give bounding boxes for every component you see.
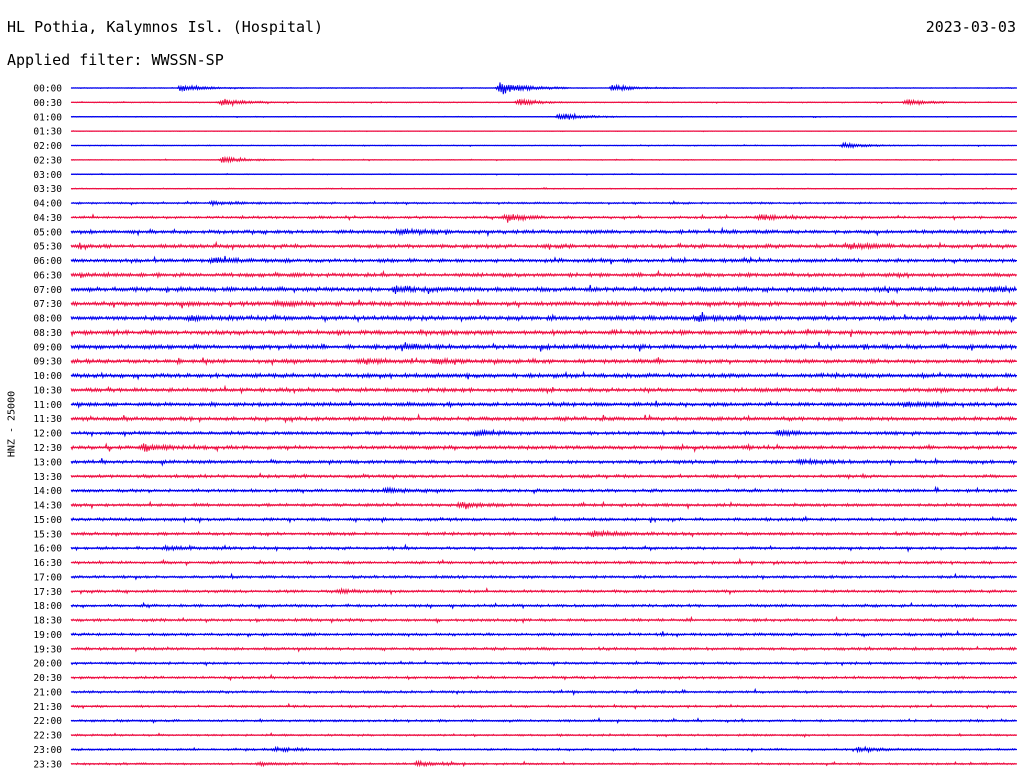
time-label: 19:00 — [33, 630, 62, 641]
time-label: 06:30 — [33, 270, 62, 281]
record-date: 2023-03-03 — [925, 18, 1016, 36]
time-label: 08:00 — [33, 314, 62, 325]
station-title: HL Pothia, Kalymnos Isl. (Hospital) — [7, 18, 324, 36]
time-label: 02:00 — [33, 141, 62, 152]
time-label: 21:30 — [33, 702, 62, 713]
time-label: 09:00 — [33, 342, 62, 353]
time-label-group: 00:00 00:30 01:00 01:30 02:00 02:30 03:00 03:30… — [33, 84, 62, 771]
time-label: 20:30 — [33, 673, 62, 684]
time-label: 07:30 — [33, 299, 62, 310]
time-label: 17:30 — [33, 587, 62, 598]
time-label: 16:30 — [33, 558, 62, 569]
trace-line — [70, 312, 1017, 324]
time-label: 09:30 — [33, 357, 62, 368]
time-label: 22:30 — [33, 731, 62, 742]
time-label: 13:30 — [33, 472, 62, 483]
time-label: 03:30 — [33, 184, 62, 195]
time-label: 04:30 — [33, 213, 62, 224]
time-label: 21:00 — [33, 687, 62, 698]
time-label: 14:30 — [33, 501, 62, 512]
time-label: 06:00 — [33, 256, 62, 267]
time-label: 00:30 — [33, 98, 62, 109]
time-label: 18:30 — [33, 616, 62, 627]
time-label: 02:30 — [33, 155, 62, 166]
time-label: 19:30 — [33, 644, 62, 655]
time-label: 17:00 — [33, 572, 62, 583]
trace-line — [70, 500, 1017, 510]
time-label: 01:30 — [33, 127, 62, 138]
time-label: 10:00 — [33, 371, 62, 382]
time-label: 08:30 — [33, 328, 62, 339]
time-label: 03:00 — [33, 170, 62, 181]
time-label: 10:30 — [33, 385, 62, 396]
time-label: 15:30 — [33, 529, 62, 540]
time-label: 07:00 — [33, 285, 62, 296]
time-label: 05:30 — [33, 242, 62, 253]
time-label: 14:00 — [33, 486, 62, 497]
trace-group — [70, 82, 1017, 768]
time-label: 05:00 — [33, 227, 62, 238]
time-label: 13:00 — [33, 457, 62, 468]
time-label: 11:30 — [33, 414, 62, 425]
time-label: 12:30 — [33, 443, 62, 454]
time-label: 15:00 — [33, 515, 62, 526]
trace-line — [70, 213, 1017, 223]
time-label: 23:30 — [33, 759, 62, 770]
time-label: 16:00 — [33, 544, 62, 555]
filter-label: Applied filter: WWSSN-SP — [7, 51, 224, 69]
time-label: 01:00 — [33, 112, 62, 123]
time-label: 22:00 — [33, 716, 62, 727]
time-label: 12:00 — [33, 429, 62, 440]
time-label: 23:00 — [33, 745, 62, 756]
time-label: 11:00 — [33, 400, 62, 411]
time-label: 18:00 — [33, 601, 62, 612]
time-label: 04:00 — [33, 199, 62, 210]
time-label: 00:00 — [33, 84, 62, 95]
time-label: 20:00 — [33, 659, 62, 670]
